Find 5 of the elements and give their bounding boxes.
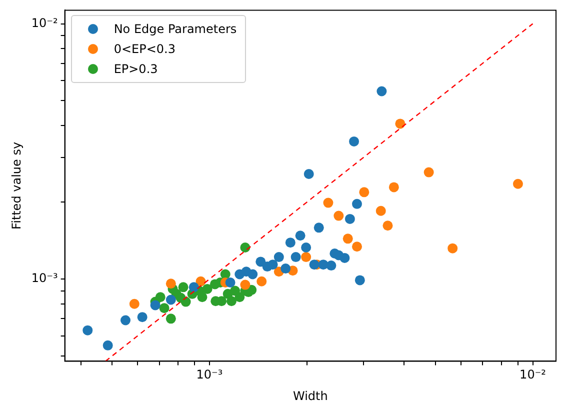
legend-label: EP>0.3	[114, 62, 158, 76]
y-axis-title: Fitted value sy	[9, 142, 24, 230]
x-axis-title: Width	[292, 388, 328, 403]
legend-label: 0<EP<0.3	[114, 42, 176, 56]
legend-label: No Edge Parameters	[114, 22, 237, 36]
